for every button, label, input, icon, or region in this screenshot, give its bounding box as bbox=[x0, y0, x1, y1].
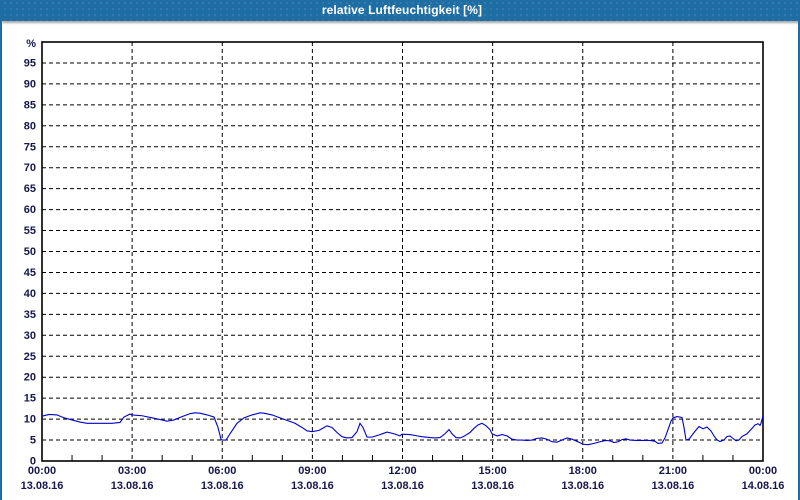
svg-text:50: 50 bbox=[24, 246, 36, 258]
svg-text:80: 80 bbox=[24, 120, 36, 132]
svg-text:13.08.16: 13.08.16 bbox=[471, 480, 514, 492]
svg-text:35: 35 bbox=[24, 309, 36, 321]
svg-text:25: 25 bbox=[24, 351, 36, 363]
svg-text:75: 75 bbox=[24, 141, 36, 153]
svg-text:70: 70 bbox=[24, 162, 36, 174]
svg-text:%: % bbox=[26, 38, 36, 50]
svg-text:21:00: 21:00 bbox=[659, 465, 687, 477]
svg-text:14.08.16: 14.08.16 bbox=[742, 480, 785, 492]
svg-text:20: 20 bbox=[24, 372, 36, 384]
svg-text:13.08.16: 13.08.16 bbox=[381, 480, 424, 492]
svg-text:13.08.16: 13.08.16 bbox=[111, 480, 154, 492]
svg-text:13.08.16: 13.08.16 bbox=[561, 480, 604, 492]
svg-text:65: 65 bbox=[24, 183, 36, 195]
svg-text:13.08.16: 13.08.16 bbox=[291, 480, 334, 492]
svg-text:13.08.16: 13.08.16 bbox=[651, 480, 694, 492]
svg-text:09:00: 09:00 bbox=[298, 465, 326, 477]
svg-text:10: 10 bbox=[24, 414, 36, 426]
svg-text:85: 85 bbox=[24, 99, 36, 111]
svg-text:55: 55 bbox=[24, 225, 36, 237]
svg-text:12:00: 12:00 bbox=[388, 465, 416, 477]
svg-text:03:00: 03:00 bbox=[118, 465, 146, 477]
svg-text:40: 40 bbox=[24, 288, 36, 300]
svg-text:5: 5 bbox=[30, 435, 36, 447]
svg-text:18:00: 18:00 bbox=[569, 465, 597, 477]
svg-text:13.08.16: 13.08.16 bbox=[21, 480, 64, 492]
svg-text:15: 15 bbox=[24, 393, 36, 405]
svg-text:00:00: 00:00 bbox=[749, 465, 777, 477]
svg-text:13.08.16: 13.08.16 bbox=[201, 480, 244, 492]
svg-text:90: 90 bbox=[24, 78, 36, 90]
svg-text:00:00: 00:00 bbox=[28, 465, 56, 477]
svg-text:15:00: 15:00 bbox=[479, 465, 507, 477]
svg-text:30: 30 bbox=[24, 330, 36, 342]
svg-text:06:00: 06:00 bbox=[208, 465, 236, 477]
svg-text:60: 60 bbox=[24, 204, 36, 216]
svg-text:45: 45 bbox=[24, 267, 36, 279]
svg-text:95: 95 bbox=[24, 58, 36, 70]
